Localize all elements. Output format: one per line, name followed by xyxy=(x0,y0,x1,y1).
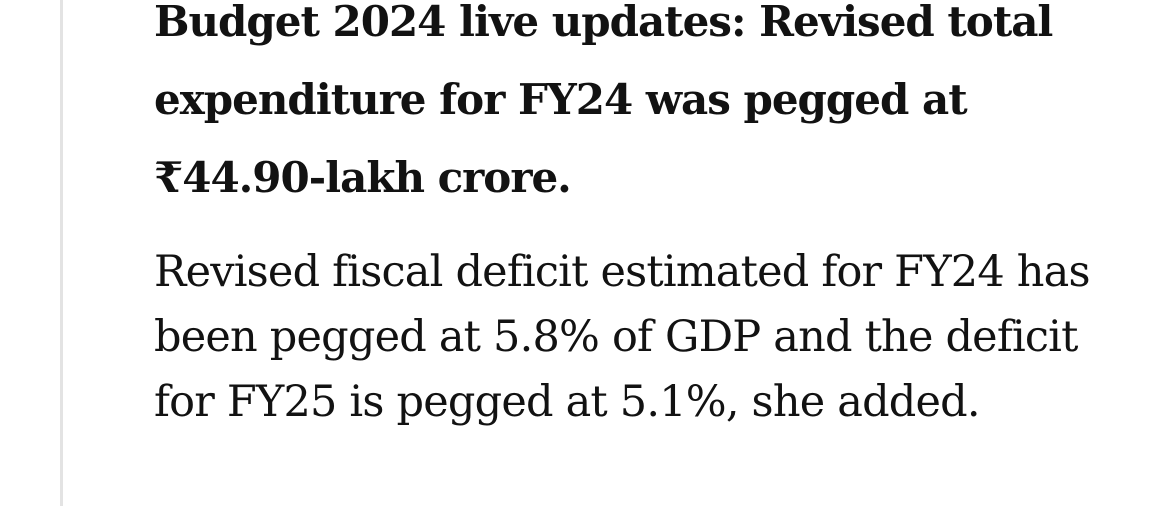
left-border-divider xyxy=(60,0,63,506)
update-headline: Budget 2024 live updates: Revised total … xyxy=(154,0,1053,202)
live-update-entry: Budget 2024 live updates: Revised total … xyxy=(154,0,1144,435)
update-paragraph: Revised fiscal deficit estimated for FY2… xyxy=(154,247,1091,427)
